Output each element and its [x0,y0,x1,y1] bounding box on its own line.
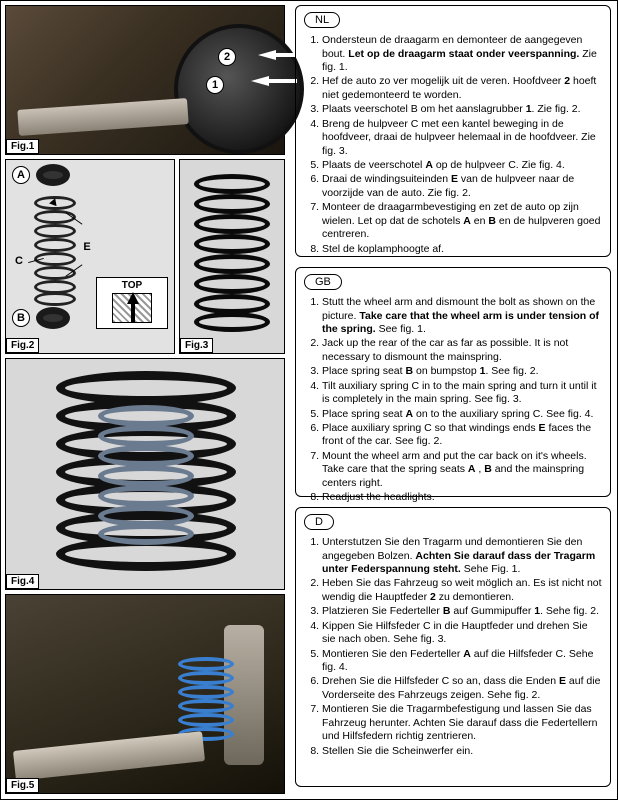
figure-4-label: Fig.4 [6,574,39,589]
instruction-step: Plaats veerschotel B om het aanslagrubbe… [322,103,602,116]
instruction-step: Stel de koplamphoogte af. [322,243,602,256]
fig1-callout-2: 2 [218,48,236,66]
steps-d: Unterstutzen Sie den Tragarm und demonti… [304,536,602,758]
figure-2: A B C E TOP Fig.2 [5,159,175,354]
figure-5: Fig.5 [5,594,285,794]
instruction-step: Heben Sie das Fahrzeug so weit möglich a… [322,577,602,604]
figure-1-label: Fig.1 [6,139,39,154]
lang-pill-d: D [304,514,334,530]
instruction-step: Place spring seat B on bumpstop 1. See f… [322,365,602,378]
fig2-label-e: E [78,238,96,256]
fig1-callout-1: 1 [206,76,224,94]
fig1-arrow-1 [251,76,269,86]
fig2-top-shape [112,293,152,323]
instruction-step: Hef de auto zo ver mogelijk uit de veren… [322,75,602,102]
instructions-gb: GB Stutt the wheel arm and dismount the … [295,267,611,497]
figure-column: 1 2 Fig.1 A B C E TOP [1,1,289,799]
fig3-spring [194,174,270,332]
fig2-ring-b [36,307,70,329]
lang-pill-nl: NL [304,12,340,28]
fig1-arrow-2 [258,50,276,60]
instruction-step: Drehen Sie die Hilfsfeder C so an, dass … [322,675,602,702]
fig1-bracket [17,98,188,136]
page: 1 2 Fig.1 A B C E TOP [0,0,618,800]
instruction-step: Readjust the headlights. [322,491,602,504]
instructions-d: D Unterstutzen Sie den Tragarm und demon… [295,507,611,787]
instruction-step: Monteer de draagarmbevestiging en zet de… [322,201,602,241]
instruction-step: Ondersteun de draagarm en demonteer de a… [322,34,602,74]
instruction-step: Montieren Sie die Tragarmbefestigung und… [322,703,602,743]
instruction-step: Tilt auxiliary spring C in to the main s… [322,380,602,407]
instruction-step: Plaats de veerschotel A op de hulpveer C… [322,159,602,172]
instruction-step: Kippen Sie Hilfsfeder C in die Hauptfede… [322,620,602,647]
instruction-step: Stellen Sie die Scheinwerfer ein. [322,745,602,758]
instruction-step: Draai de windingsuiteinden E van de hulp… [322,173,602,200]
instruction-step: Place spring seat A on to the auxiliary … [322,408,602,421]
figure-5-label: Fig.5 [6,778,39,793]
fig2-top-diagram: TOP [96,277,168,329]
fig2-label-c: C [10,252,28,270]
figure-4: Fig.4 [5,358,285,590]
fig5-bracket [13,731,205,781]
instruction-step: Stutt the wheel arm and dismount the bol… [322,296,602,336]
instruction-step: Unterstutzen Sie den Tragarm und demonti… [322,536,602,576]
fig2-ring-a [36,164,70,186]
fig2-spring [34,196,76,306]
steps-gb: Stutt the wheel arm and dismount the bol… [304,296,602,505]
figure-2-label: Fig.2 [6,338,39,353]
fig2-label-b: B [12,309,30,327]
instruction-step: Montieren Sie den Federteller A auf die … [322,648,602,675]
fig2-label-a: A [12,166,30,184]
instruction-step: Breng de hulpveer C met een kantel beweg… [322,118,602,158]
instruction-column: NL Ondersteun de draagarm en demonteer d… [289,1,617,799]
fig4-inner-spring [98,405,194,545]
fig2-top-label: TOP [122,280,142,291]
steps-nl: Ondersteun de draagarm en demonteer de a… [304,34,602,256]
figure-3-label: Fig.3 [180,338,213,353]
figure-1: 1 2 Fig.1 [5,5,285,155]
instruction-step: Platzieren Sie Federteller B auf Gummipu… [322,605,602,618]
instruction-step: Place auxiliary spring C so that winding… [322,422,602,449]
instruction-step: Jack up the rear of the car as far as po… [322,337,602,364]
lang-pill-gb: GB [304,274,342,290]
instruction-step: Mount the wheel arm and put the car back… [322,450,602,490]
fig1-tire [174,24,304,154]
figure-3: Fig.3 [179,159,285,354]
instructions-nl: NL Ondersteun de draagarm en demonteer d… [295,5,611,257]
